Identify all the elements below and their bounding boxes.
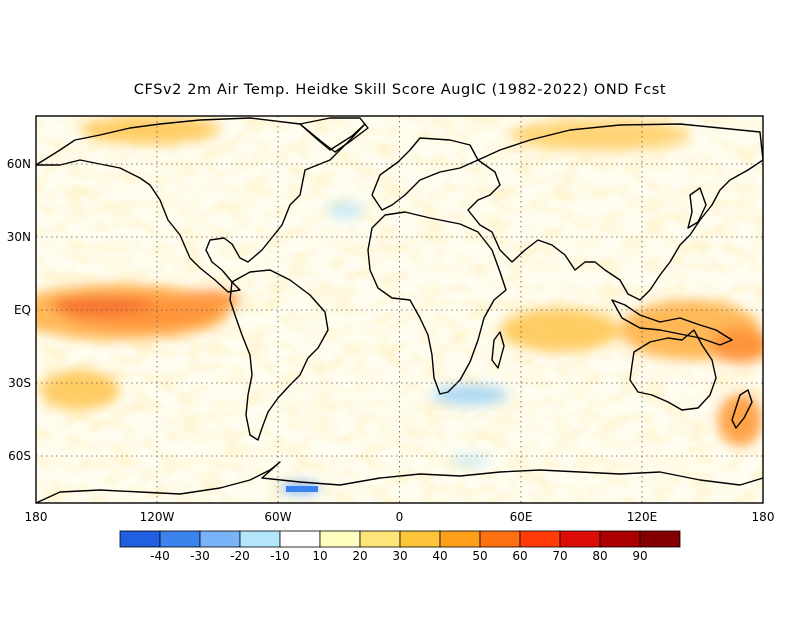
colorbar-labels: -40 -30 -20 -10 10 20 30 40 50 60 70 80 90: [150, 549, 647, 563]
longitude-labels: 180 120W 60W 0 60E 120E 180: [25, 510, 775, 524]
colorbar-tick-label: 60: [512, 549, 527, 563]
map-title: CFSv2 2m Air Temp. Heidke Skill Score Au…: [134, 82, 666, 98]
colorbar-tick-label: 70: [552, 549, 567, 563]
north-america-coast: [36, 117, 366, 293]
colorbar-swatch: [359, 530, 401, 548]
graticule: [36, 116, 763, 503]
lon-label: 120E: [627, 510, 658, 524]
australia-coast: [629, 329, 717, 411]
japan-coast: [687, 187, 707, 229]
lat-label: 30N: [7, 230, 31, 244]
lon-label: 60E: [510, 510, 533, 524]
south-america-coast: [229, 269, 329, 441]
colorbar-tick-label: 50: [472, 549, 487, 563]
colorbar-tick-label: -20: [230, 549, 250, 563]
colorbar-tick-label: 90: [632, 549, 647, 563]
colorbar-swatch: [519, 530, 561, 548]
colorbar-tick-label: 10: [312, 549, 327, 563]
colorbar-swatch: [279, 530, 321, 548]
colorbar-swatch: [639, 530, 681, 548]
colorbar-tick-label: -40: [150, 549, 170, 563]
greenland-coast: [299, 117, 369, 153]
colorbar-tick-label: -10: [270, 549, 290, 563]
colorbar-swatch: [479, 530, 521, 548]
lon-label: 120W: [140, 510, 175, 524]
latitude-labels: 60N 30N EQ 30S 60S: [7, 157, 31, 463]
colorbar-swatch: [439, 530, 481, 548]
coastlines: [36, 117, 763, 503]
madagascar-coast: [491, 331, 505, 369]
lat-label: EQ: [14, 303, 31, 317]
colorbar-tick-label: 20: [352, 549, 367, 563]
colorbar-tick-label: -30: [190, 549, 210, 563]
colorbar-swatch: [559, 530, 601, 548]
map-panel: [36, 116, 763, 503]
colorbar-tick-label: 30: [392, 549, 407, 563]
colorbar-swatch: [399, 530, 441, 548]
weddell-negative-patch: [286, 486, 318, 492]
colorbar-swatch: [239, 530, 281, 548]
new-zealand-coast: [731, 389, 753, 429]
colorbar: [119, 530, 681, 548]
lat-label: 30S: [8, 376, 31, 390]
europe-africa-coast: [367, 137, 507, 395]
colorbar-swatch: [199, 530, 241, 548]
lon-label: 180: [752, 510, 775, 524]
colorbar-swatch: [159, 530, 201, 548]
colorbar-swatch: [599, 530, 641, 548]
maritime-continent-coast: [611, 299, 733, 346]
colorbar-tick-label: 40: [432, 549, 447, 563]
lat-label: 60N: [7, 157, 31, 171]
lon-label: 180: [25, 510, 48, 524]
colorbar-tick-label: 80: [592, 549, 607, 563]
lon-label: 0: [396, 510, 404, 524]
lat-label: 60S: [8, 449, 31, 463]
asia-coast: [467, 123, 763, 301]
colorbar-swatch: [119, 530, 161, 548]
lon-label: 60W: [264, 510, 291, 524]
map-frame: [35, 115, 764, 504]
colorbar-swatch: [319, 530, 361, 548]
antarctica-coast: [36, 461, 763, 503]
skill-field: [36, 116, 763, 503]
